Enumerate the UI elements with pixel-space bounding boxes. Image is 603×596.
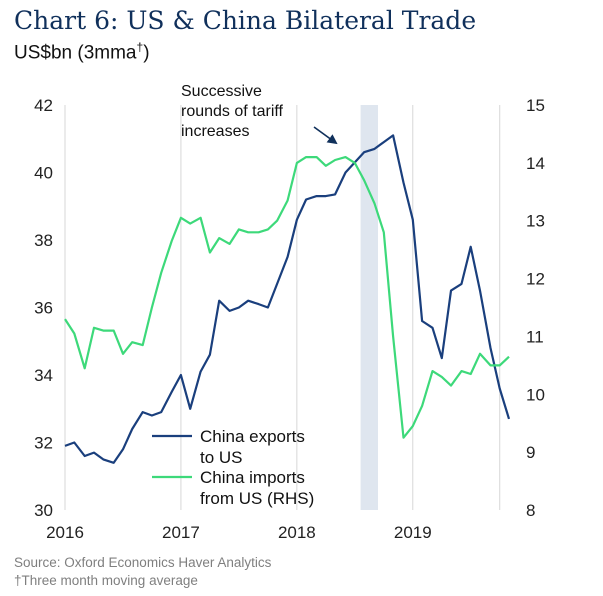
x-tick-label: 2018 (278, 523, 316, 542)
y-right-tick-label: 10 (526, 385, 545, 404)
legend-label: to US (200, 448, 243, 467)
y-right-tick-label: 11 (526, 327, 544, 346)
chart-subtitle: US$bn (3mma†) (14, 40, 150, 64)
x-tick-label: 2016 (46, 523, 84, 542)
footnote: †Three month moving average (14, 573, 198, 588)
y-right-tick-label: 13 (526, 212, 545, 231)
series-line-china-imports (64, 156, 510, 439)
annotation-text: Successive (181, 83, 262, 100)
y-left-tick-label: 42 (34, 96, 53, 115)
y-right-tick-label: 12 (526, 270, 545, 289)
y-right-tick-label: 8 (526, 501, 535, 520)
annotation-text: increases (181, 123, 249, 140)
y-left-tick-label: 30 (34, 501, 53, 520)
y-left-tick-label: 40 (34, 164, 53, 183)
annotation-text: rounds of tariff (181, 103, 284, 120)
subtitle-close: ) (143, 42, 150, 64)
annotation-arrow (313, 126, 338, 145)
tariff-shaded-band (360, 105, 379, 510)
legend-label: China exports (200, 427, 305, 446)
legend-label: from US (RHS) (200, 489, 314, 508)
x-tick-label: 2017 (162, 523, 200, 542)
subtitle-text: US$bn (3mma (14, 42, 137, 64)
y-left-tick-label: 34 (34, 366, 53, 385)
y-left-tick-label: 38 (34, 231, 53, 250)
y-right-tick-label: 14 (526, 154, 545, 173)
y-left-tick-label: 32 (34, 434, 53, 453)
x-tick-label: 2019 (394, 523, 432, 542)
subtitle-dagger: † (136, 40, 144, 54)
chart-plot: 2016 2017 2018 2019 30 32 34 36 38 40 42 8 9 10 11 12 13… (34, 83, 545, 542)
series-line-china-exports (64, 134, 511, 464)
y-right-tick-label: 9 (526, 443, 535, 462)
legend-label: China imports (200, 468, 305, 487)
chart-title: Chart 6: US & China Bilateral Trade (14, 6, 477, 35)
y-left-tick-label: 36 (34, 299, 53, 318)
y-right-tick-label: 15 (526, 96, 545, 115)
source-note: Source: Oxford Economics Haver Analytics (14, 555, 272, 570)
